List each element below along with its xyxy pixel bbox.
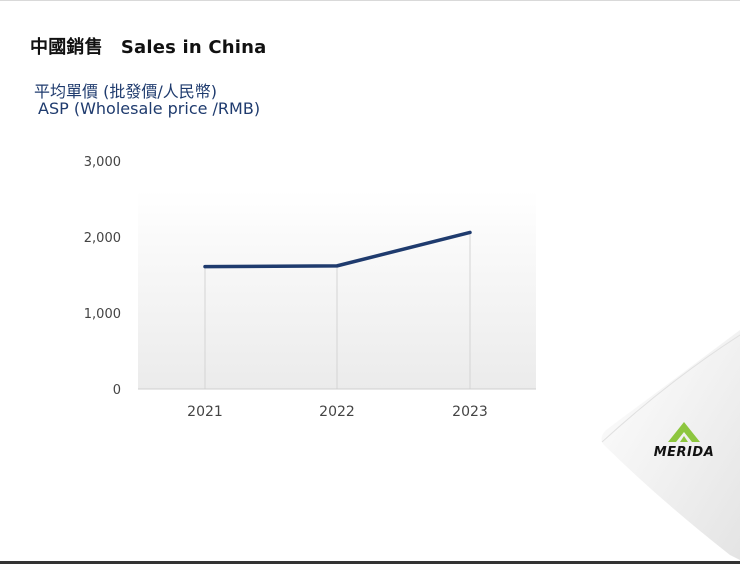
brand-logo: MERIDA (601, 330, 740, 560)
x-tick-label: 2022 (319, 404, 355, 420)
y-tick-label: 3,000 (84, 155, 121, 170)
series-group (203, 230, 472, 269)
data-point (203, 265, 207, 269)
y-tick-label: 0 (113, 383, 121, 398)
data-point (335, 264, 339, 268)
merida-mountain-icon (668, 422, 700, 442)
x-tick-label: 2021 (187, 404, 223, 420)
x-axis-ticks: 2021 2022 2023 (187, 404, 488, 420)
x-tick-label: 2023 (452, 404, 488, 420)
brand-corner: MERIDA (600, 330, 740, 560)
chart-subtitle-en: ASP (Wholesale price /RMB) (38, 99, 261, 118)
title-zh: 中國銷售 (30, 37, 103, 58)
y-tick-label: 1,000 (84, 307, 121, 322)
logo-swoosh-edge (601, 334, 740, 443)
bottom-border (0, 561, 740, 564)
top-border (0, 0, 740, 1)
logo-swoosh-shape (601, 330, 740, 560)
merida-mountain-inner-icon (680, 436, 688, 442)
category-drop-lines (204, 232, 471, 389)
y-tick-label: 2,000 (84, 231, 121, 246)
chart-subtitle-zh: 平均單價 (批發價/人民幣) (34, 82, 217, 101)
y-axis-ticks: 3,000 2,000 1,000 0 (84, 155, 121, 398)
page-title: 中國銷售 Sales in China (30, 33, 267, 59)
title-en: Sales in China (120, 37, 267, 58)
data-point (468, 230, 472, 234)
logo-wordmark: MERIDA (654, 445, 715, 460)
